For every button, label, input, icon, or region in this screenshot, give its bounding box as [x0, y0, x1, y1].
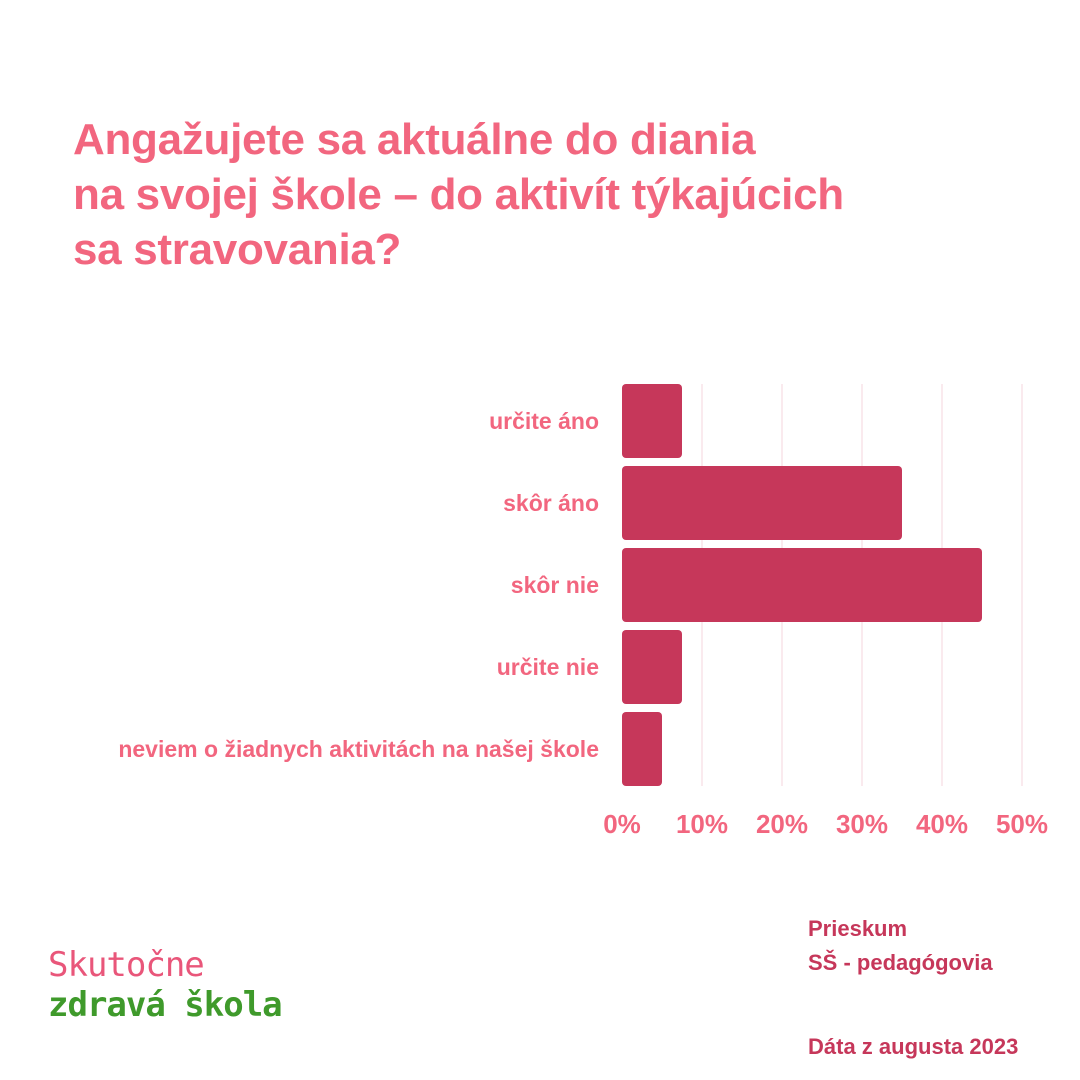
chart-title-line-2: na svojej škole – do aktivít týkajúcich [73, 170, 844, 219]
x-axis-tick-labels: 0% 10% 20% 30% 40% 50% [603, 809, 1048, 839]
category-label: skôr nie [511, 572, 599, 598]
category-labels: určite áno skôr áno skôr nie určite nie nevi… [118, 408, 599, 762]
category-label: neviem o žiadnych aktivitách na našej šk… [118, 736, 599, 762]
category-label: skôr áno [503, 490, 599, 516]
survey-info: Prieskum SŠ - pedagógovia [808, 912, 993, 980]
x-tick-label: 50% [996, 809, 1048, 839]
chart-title-line-3: sa stravovania? [73, 225, 402, 274]
survey-group: SŠ - pedagógovia [808, 950, 993, 975]
x-tick-label: 20% [756, 809, 808, 839]
x-tick-label: 10% [676, 809, 728, 839]
category-label: určite áno [489, 408, 599, 434]
x-tick-label: 30% [836, 809, 888, 839]
bar [622, 712, 662, 786]
brand-logo: Skutočne zdravá škola [48, 945, 283, 1025]
bar [622, 466, 902, 540]
bars [622, 384, 982, 786]
bar-chart: určite áno skôr áno skôr nie určite nie nevi… [118, 384, 1048, 839]
category-label: určite nie [497, 654, 599, 680]
x-tick-label: 0% [603, 809, 641, 839]
chart-title-line-1: Angažujete sa aktuálne do diania [73, 115, 756, 164]
bar [622, 630, 682, 704]
x-tick-label: 40% [916, 809, 968, 839]
logo-line-2: zdravá škola [48, 985, 283, 1025]
chart-title: Angažujete sa aktuálne do diania na svoj… [73, 112, 1033, 277]
survey-label: Prieskum [808, 916, 908, 941]
bar [622, 384, 682, 458]
logo-line-1: Skutočne [48, 945, 205, 985]
data-date: Dáta z augusta 2023 [808, 1034, 1019, 1059]
bar [622, 548, 982, 622]
